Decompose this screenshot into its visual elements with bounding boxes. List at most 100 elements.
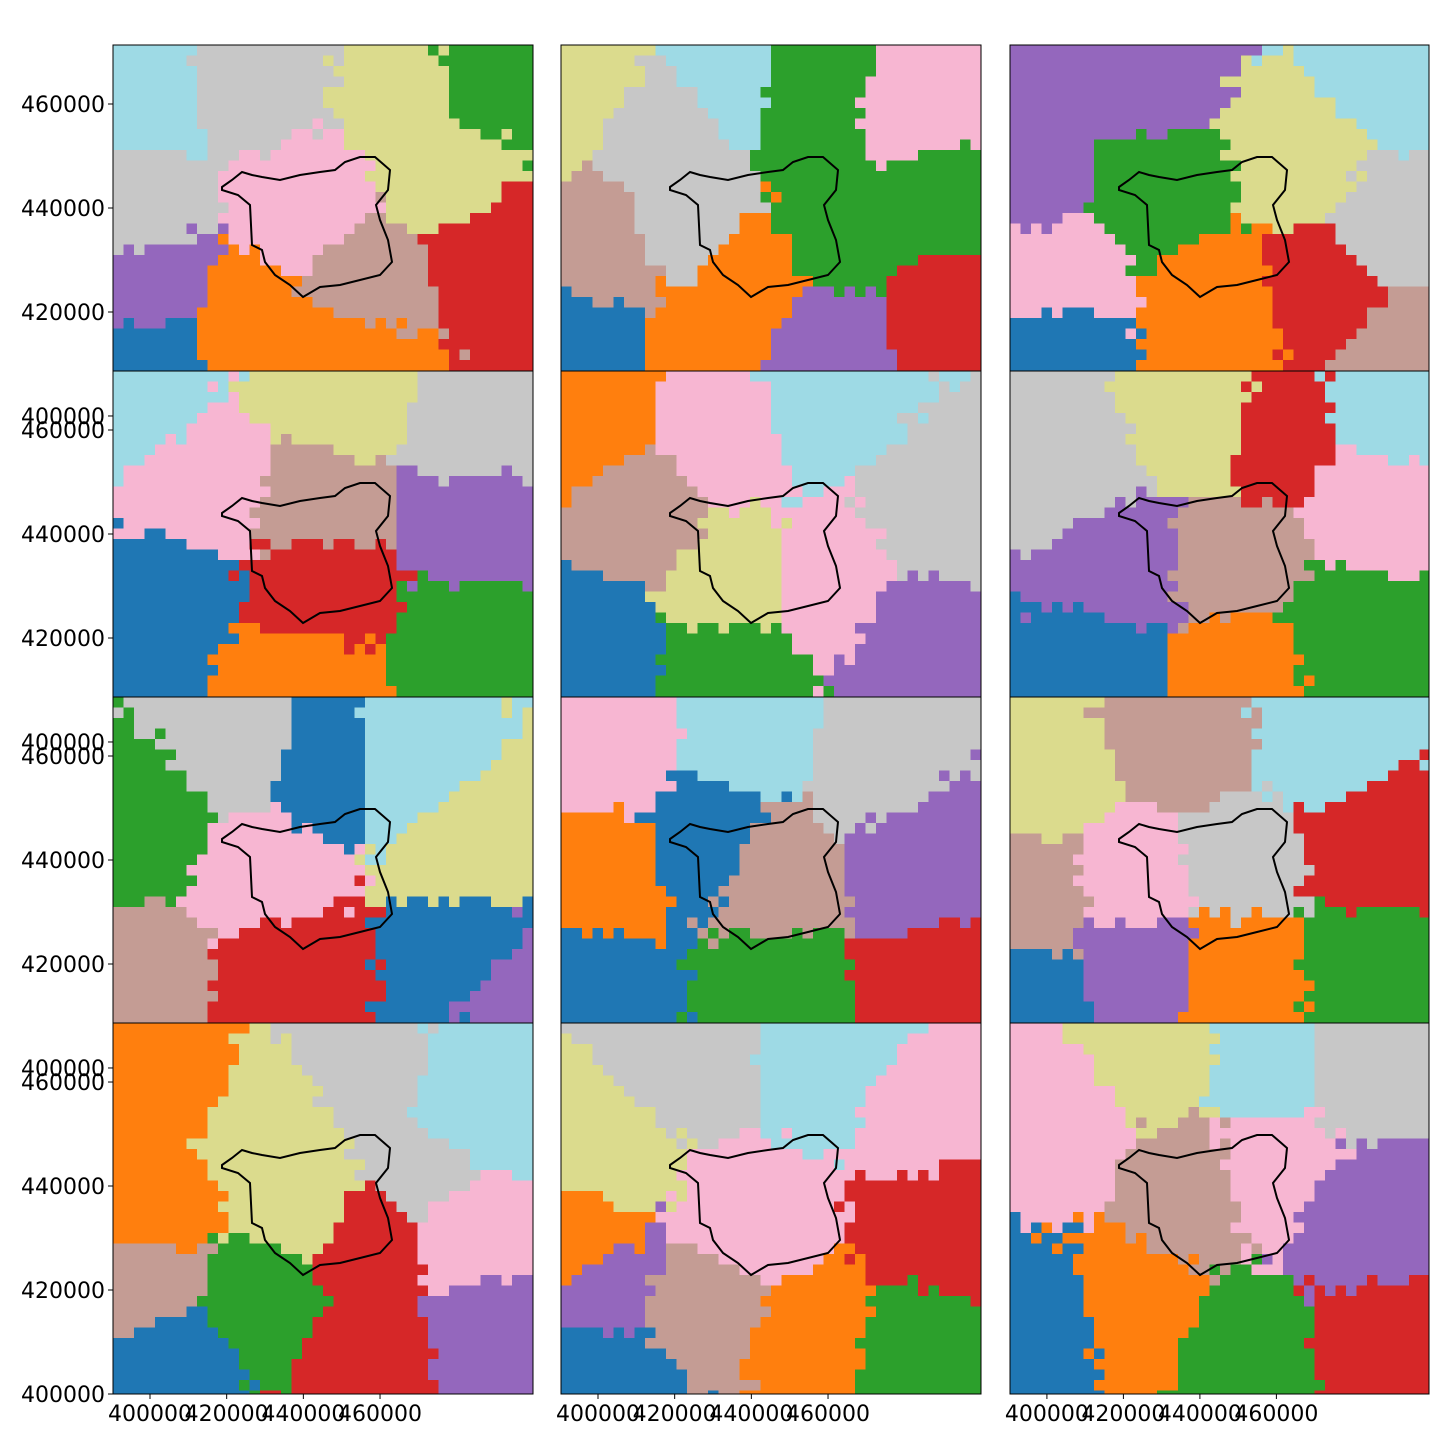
cluster-cell <box>312 213 324 224</box>
cluster-cell <box>1167 171 1179 182</box>
cluster-cell <box>813 45 824 56</box>
cluster-cell <box>228 434 240 445</box>
cluster-cell <box>582 339 593 350</box>
cluster-cell <box>344 129 355 140</box>
cluster-cell <box>123 392 135 403</box>
cluster-cell <box>1010 55 1021 67</box>
cluster-cell <box>134 55 145 67</box>
cluster-cell <box>501 455 513 466</box>
cluster-cell <box>459 286 471 298</box>
cluster-cell <box>729 349 740 361</box>
cluster-cell <box>813 87 824 98</box>
cluster-cell <box>480 654 492 666</box>
cluster-cell <box>491 118 502 130</box>
cluster-cell <box>865 202 877 214</box>
cluster-cell <box>729 45 740 56</box>
cluster-cell <box>501 213 513 224</box>
cluster-cell <box>1136 286 1147 298</box>
cluster-cell <box>470 297 481 308</box>
cluster-cell <box>676 297 688 308</box>
cluster-cell <box>249 108 261 119</box>
cluster-cell <box>687 328 698 340</box>
cluster-cell <box>228 129 240 140</box>
cluster-cell <box>1251 45 1263 56</box>
cluster-cell <box>760 139 772 151</box>
cluster-cell <box>1125 202 1137 214</box>
cluster-cell <box>718 276 730 287</box>
cluster-cell <box>1010 234 1021 245</box>
cluster-cell <box>844 255 856 266</box>
cluster-cell <box>1346 349 1357 361</box>
cluster-cell <box>1031 223 1042 235</box>
cluster-cell <box>928 349 940 361</box>
cluster-cell <box>449 255 460 266</box>
cluster-cell <box>613 213 625 224</box>
cluster-cell <box>270 528 282 540</box>
cluster-cell <box>333 307 345 319</box>
cluster-cell <box>354 518 366 529</box>
cluster-cell <box>386 297 397 308</box>
cluster-cell <box>417 108 429 119</box>
cluster-cell <box>687 97 698 109</box>
cluster-cell <box>1041 129 1053 140</box>
cluster-cell <box>428 234 439 245</box>
cluster-cell <box>802 171 814 182</box>
cluster-cell <box>1125 118 1137 130</box>
cluster-cell <box>1010 286 1021 298</box>
cluster-cell <box>386 265 397 277</box>
cluster-cell <box>281 591 292 603</box>
cluster-cell <box>834 318 845 329</box>
cluster-cell <box>291 202 303 214</box>
cluster-cell <box>1293 349 1305 361</box>
cluster-cell <box>134 371 145 382</box>
cluster-cell <box>281 213 292 224</box>
cluster-cell <box>750 202 761 214</box>
cluster-cell <box>1041 118 1053 130</box>
cluster-cell <box>155 570 166 582</box>
cluster-cell <box>813 265 824 277</box>
cluster-cell <box>939 286 950 298</box>
cluster-cell <box>970 234 982 245</box>
cluster-cell <box>470 392 481 403</box>
cluster-cell <box>407 581 418 592</box>
cluster-cell <box>144 286 156 298</box>
cluster-cell <box>571 202 583 214</box>
cluster-cell <box>228 87 240 98</box>
cluster-cell <box>396 434 408 445</box>
cluster-cell <box>302 423 313 435</box>
cluster-cell <box>365 318 376 329</box>
cluster-cell <box>1314 328 1326 340</box>
cluster-cell <box>302 644 313 655</box>
cluster-cell <box>323 234 334 245</box>
cluster-cell <box>407 171 418 182</box>
cluster-cell <box>470 434 481 445</box>
cluster-cell <box>655 276 667 287</box>
cluster-cell <box>655 97 667 109</box>
cluster-cell <box>928 223 940 235</box>
cluster-cell <box>592 213 604 224</box>
cluster-cell <box>491 528 502 540</box>
cluster-cell <box>123 160 135 172</box>
cluster-cell <box>176 402 187 414</box>
cluster-cell <box>155 612 166 624</box>
cluster-cell <box>1241 171 1252 182</box>
cluster-cell <box>666 213 677 224</box>
cluster-cell <box>1083 276 1095 287</box>
cluster-cell <box>823 234 835 245</box>
cluster-cell <box>165 307 177 319</box>
cluster-cell <box>1104 66 1116 77</box>
cluster-cell <box>792 286 803 298</box>
cluster-cell <box>676 181 688 193</box>
cluster-cell <box>1188 118 1200 130</box>
cluster-cell <box>186 181 198 193</box>
cluster-cell <box>218 549 229 561</box>
cluster-cell <box>1283 349 1294 361</box>
cluster-cell <box>823 118 835 130</box>
cluster-cell <box>375 328 387 340</box>
cluster-cell <box>312 381 324 393</box>
cluster-cell <box>655 328 667 340</box>
cluster-cell <box>771 87 782 98</box>
cluster-cell <box>113 381 124 393</box>
cluster-cell <box>781 118 793 130</box>
cluster-cell <box>365 150 376 161</box>
